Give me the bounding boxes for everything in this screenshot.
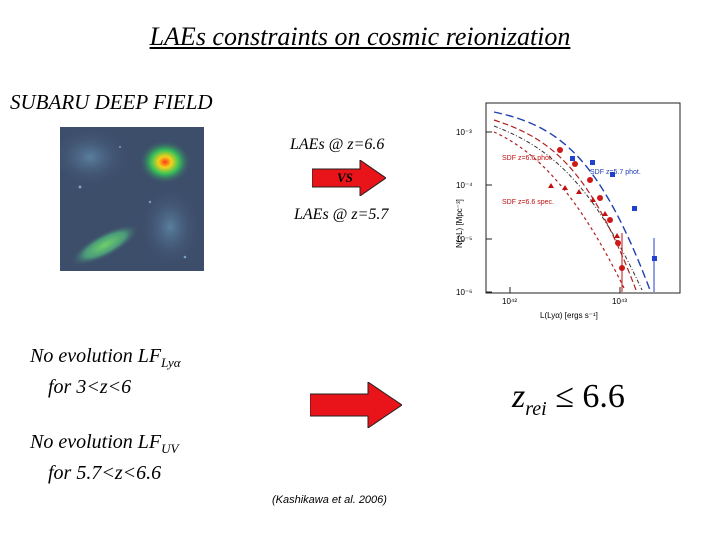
evolution-uv-sub: UV	[161, 441, 179, 456]
citation: (Kashikawa et al. 2006)	[272, 494, 387, 506]
evolution-lya-sub: Lyα	[161, 355, 181, 370]
ytick-3: 10⁻⁵	[456, 235, 472, 244]
evolution-uv-range: for 5.7<z<6.6	[48, 462, 162, 484]
vs-label: VS	[337, 170, 353, 185]
lae-z66-label: LAEs @ z=6.6	[290, 136, 385, 153]
evolution-lya-prefix: No evolution LF	[30, 345, 162, 367]
xtick-1: 10⁴²	[502, 297, 517, 306]
plot-xlabel: L(Lyα) [ergs s⁻¹]	[540, 311, 598, 320]
z-symbol: z	[512, 378, 526, 415]
vs-arrow	[311, 159, 387, 197]
section-label: SUBARU DEEP FIELD	[10, 90, 213, 114]
luminosity-function-plot: 10⁻³ 10⁻⁴ 10⁻⁵ 10⁻⁶ 10⁴² 10⁴³ L(Lyα) [er…	[450, 98, 686, 326]
galaxy-image	[60, 127, 204, 271]
evolution-lya-range: for 3<z<6	[48, 376, 132, 398]
implication-arrow	[309, 381, 403, 429]
plot-ylabel: N(>L) [Mpc⁻³]	[455, 199, 464, 248]
legend-z66-phot: SDF z=6.6 phot.	[502, 155, 553, 162]
evolution-uv-prefix: No evolution LF	[30, 431, 162, 453]
ytick-4: 10⁻⁶	[456, 288, 472, 297]
xtick-2: 10⁴³	[612, 297, 627, 306]
reionization-constraint: zrei ≤ 6.6	[512, 378, 625, 421]
legend-z57-phot: SDF z=5.7 phot.	[590, 169, 641, 176]
z-subscript: rei	[525, 397, 547, 420]
ytick-2: 10⁻⁴	[456, 181, 473, 190]
slide-title: LAEs constraints on cosmic reionization	[149, 22, 571, 51]
legend-z66-spec: SDF z=6.6 spec.	[502, 199, 554, 206]
galaxy-picture	[60, 127, 204, 271]
lae-z57-label: LAEs @ z=5.7	[294, 206, 389, 223]
z-relation: ≤ 6.6	[555, 378, 625, 415]
evolution-uv-block: No evolution LFUV for 5.7<z<6.6	[30, 430, 178, 485]
evolution-lya-block: No evolution LFLyα for 3<z<6	[30, 344, 181, 399]
ytick-1: 10⁻³	[456, 128, 472, 137]
